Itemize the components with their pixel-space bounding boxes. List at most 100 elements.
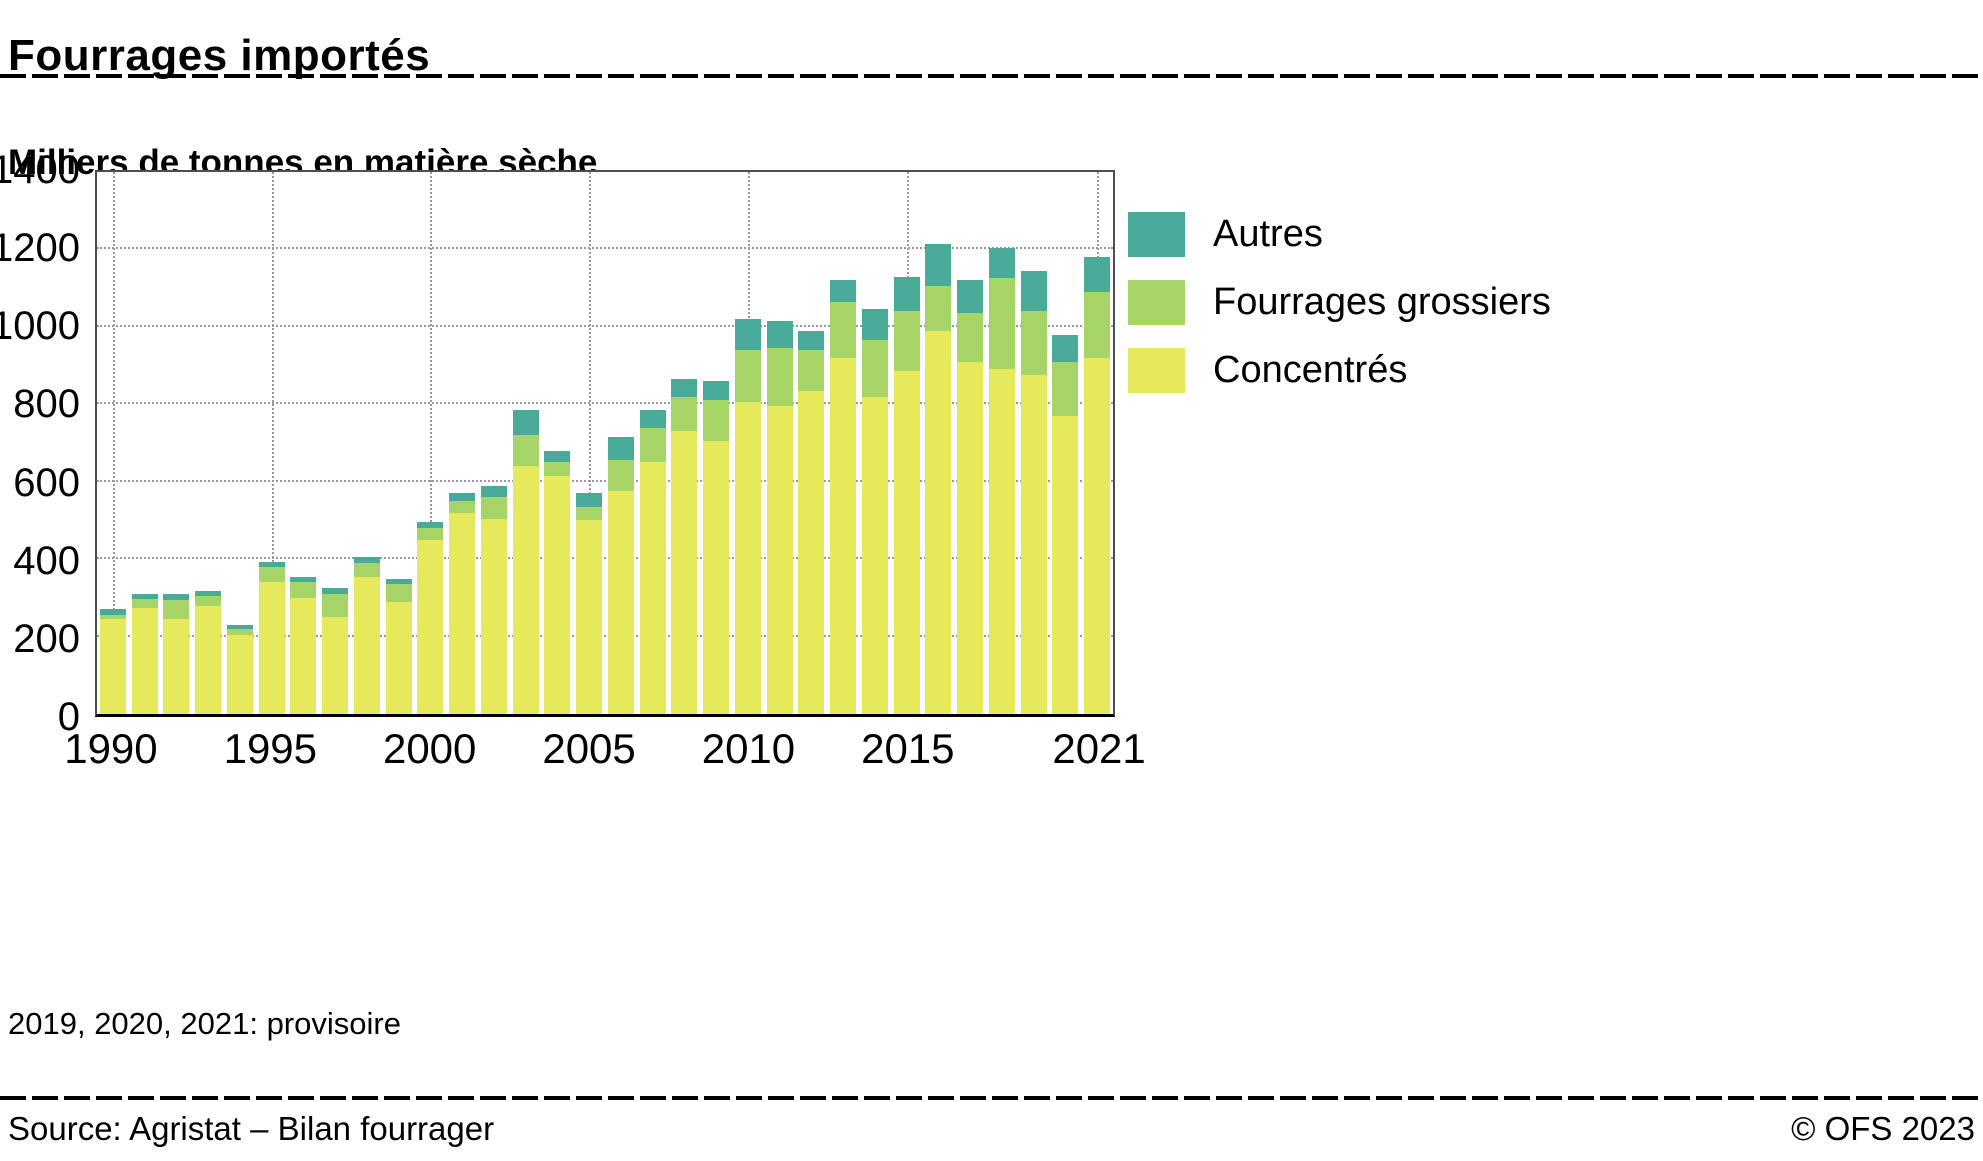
bar-2021 — [1084, 172, 1111, 714]
bar-segment-concentres — [131, 607, 158, 714]
bar-segment-fourrages-grossiers — [893, 311, 920, 372]
bar-1994 — [226, 172, 253, 714]
bar-segment-concentres — [734, 402, 761, 714]
bar-segment-autres — [195, 591, 222, 596]
bar-segment-autres — [861, 309, 888, 341]
bar-segment-concentres — [893, 371, 920, 714]
bar-segment-concentres — [99, 619, 126, 714]
bar-segment-autres — [258, 561, 285, 567]
gridline-horizontal — [97, 247, 1113, 250]
bar-segment-fourrages-grossiers — [322, 594, 349, 618]
bar-segment-concentres — [290, 597, 317, 714]
bar-2017 — [957, 172, 984, 714]
bar-segment-autres — [417, 522, 444, 529]
bar-segment-autres — [576, 493, 603, 507]
bar-segment-fourrages-grossiers — [353, 563, 380, 577]
bar-2006 — [607, 172, 634, 714]
bar-segment-autres — [1084, 257, 1111, 293]
gridline-vertical — [271, 172, 274, 714]
bar-segment-fourrages-grossiers — [1052, 361, 1079, 416]
bar-segment-autres — [703, 381, 730, 401]
bar-1996 — [290, 172, 317, 714]
bar-segment-fourrages-grossiers — [417, 528, 444, 540]
bar-segment-fourrages-grossiers — [576, 506, 603, 521]
bar-segment-fourrages-grossiers — [861, 340, 888, 397]
bar-segment-autres — [957, 280, 984, 314]
bar-segment-fourrages-grossiers — [258, 566, 285, 583]
title-rule — [0, 74, 1983, 78]
bar-segment-fourrages-grossiers — [734, 350, 761, 403]
y-tick-label: 400 — [13, 538, 80, 583]
bar-segment-concentres — [671, 431, 698, 714]
bar-segment-fourrages-grossiers — [99, 614, 126, 620]
y-tick-label: 1200 — [0, 226, 80, 271]
bar-segment-fourrages-grossiers — [449, 501, 476, 513]
bar-segment-fourrages-grossiers — [544, 462, 571, 476]
bar-segment-autres — [131, 594, 158, 600]
bar-segment-concentres — [322, 617, 349, 714]
bar-segment-concentres — [830, 357, 857, 714]
y-tick-label: 1000 — [0, 304, 80, 349]
gridline-vertical — [589, 172, 592, 714]
legend: Autres Fourrages grossiers Concentrés — [1128, 212, 1551, 416]
bar-segment-concentres — [1052, 415, 1079, 714]
bar-segment-autres — [385, 578, 412, 585]
x-tick-label: 2010 — [701, 725, 796, 772]
bar-segment-autres — [988, 247, 1015, 279]
bar-segment-fourrages-grossiers — [957, 313, 984, 362]
footer-rule — [0, 1096, 1983, 1100]
bar-segment-autres — [480, 485, 507, 498]
footer: Source: Agristat – Bilan fourrager © OFS… — [8, 1110, 1975, 1148]
bar-2019 — [1020, 172, 1047, 714]
bar-segment-concentres — [988, 369, 1015, 714]
bar-segment-autres — [322, 588, 349, 594]
y-axis: 0 200 400 600 800 1000 1200 1400 — [0, 150, 86, 737]
bar-segment-autres — [798, 330, 825, 351]
bar-segment-fourrages-grossiers — [163, 599, 190, 620]
bar-segment-concentres — [766, 406, 793, 714]
bar-segment-concentres — [544, 475, 571, 714]
bar-segment-fourrages-grossiers — [766, 348, 793, 407]
bar-segment-autres — [893, 276, 920, 312]
y-tick-label: 200 — [13, 616, 80, 661]
bar-segment-fourrages-grossiers — [226, 628, 253, 635]
legend-item-fourrages-grossiers: Fourrages grossiers — [1128, 280, 1551, 325]
x-axis: 1990 1995 2000 2005 2010 2015 2021 — [64, 725, 1146, 786]
bar-segment-autres — [544, 450, 571, 463]
bar-segment-fourrages-grossiers — [512, 435, 539, 467]
footnote: 2019, 2020, 2021: provisoire — [8, 1006, 401, 1041]
bar-2002 — [480, 172, 507, 714]
bar-segment-concentres — [385, 601, 412, 714]
x-tick-label: 2005 — [542, 725, 636, 772]
y-tick-label: 600 — [13, 460, 80, 505]
bar-segment-concentres — [957, 361, 984, 714]
bar-segment-fourrages-grossiers — [385, 584, 412, 602]
legend-swatch-autres — [1128, 212, 1185, 257]
source-text: Source: Agristat – Bilan fourrager — [8, 1110, 495, 1147]
bar-segment-autres — [766, 321, 793, 349]
gridline-horizontal — [97, 324, 1113, 327]
bar-segment-concentres — [417, 539, 444, 714]
bar-2018 — [988, 172, 1015, 714]
bar-segment-autres — [734, 319, 761, 351]
legend-swatch-fourrages-grossiers — [1128, 280, 1185, 325]
bar-segment-fourrages-grossiers — [1084, 292, 1111, 358]
bar-segment-concentres — [195, 605, 222, 714]
legend-label-fourrages-grossiers: Fourrages grossiers — [1213, 281, 1551, 323]
bar-1993 — [195, 172, 222, 714]
bar-segment-fourrages-grossiers — [639, 427, 666, 463]
bar-1995 — [258, 172, 285, 714]
bar-segment-fourrages-grossiers — [703, 400, 730, 442]
bar-2007 — [639, 172, 666, 714]
bar-segment-concentres — [925, 330, 952, 714]
y-tick-label: 1400 — [0, 148, 80, 192]
bar-segment-fourrages-grossiers — [925, 286, 952, 331]
bar-segment-autres — [353, 557, 380, 564]
bar-2008 — [671, 172, 698, 714]
legend-item-concentres: Concentrés — [1128, 348, 1551, 393]
x-tick-label: 1990 — [64, 725, 158, 772]
copyright-text: © OFS 2023 — [1791, 1110, 1975, 1147]
gridline-horizontal — [97, 479, 1113, 482]
bar-segment-autres — [226, 624, 253, 629]
bar-segment-concentres — [798, 390, 825, 714]
